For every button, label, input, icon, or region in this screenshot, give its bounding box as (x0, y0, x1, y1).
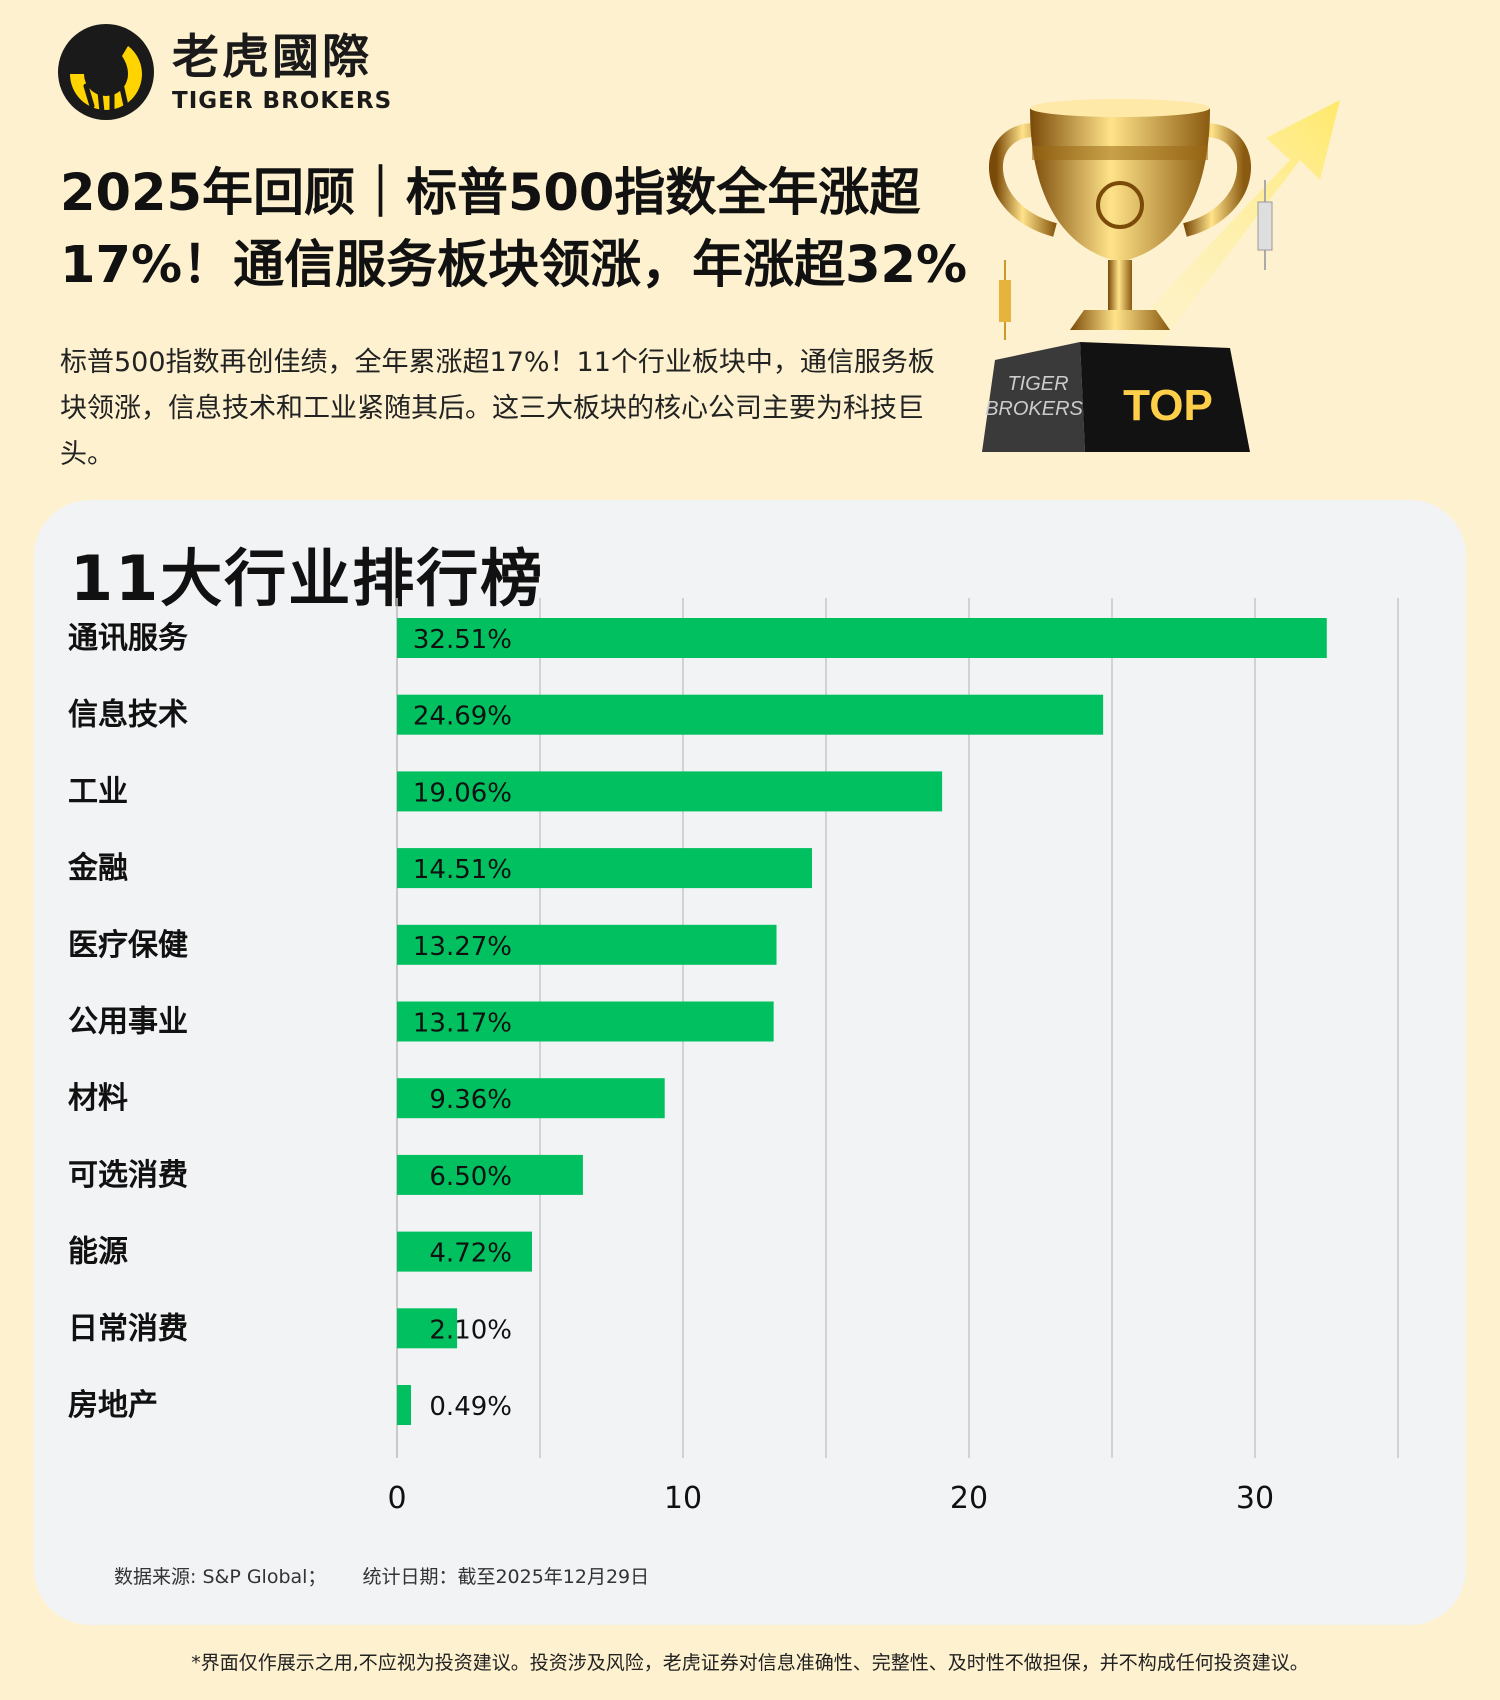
category-label: 材料 (68, 1081, 128, 1116)
trophy-cup-icon (988, 99, 1252, 330)
category-label: 工业 (68, 774, 128, 809)
category-label: 公用事业 (68, 1005, 188, 1040)
intro-paragraph: 标普500指数再创佳绩，全年累涨超17%！11个行业板块中，通信服务板块领涨，信… (60, 347, 935, 470)
trophy-illustration: TIGER BROKERS TOP (982, 99, 1340, 452)
bar (397, 1154, 583, 1195)
bar (397, 1001, 774, 1042)
chart-title: 11大行业排行榜 (70, 542, 545, 615)
data-label: 13.17% (413, 1009, 512, 1039)
data-label: 14.51% (413, 855, 512, 885)
category-label: 可选消费 (68, 1158, 188, 1193)
category-label: 能源 (68, 1235, 128, 1270)
disclaimer: *界面仅作展示之用,不应视为投资建议。投资涉及风险，老虎证券对信息准确性、完整性… (191, 1652, 1309, 1674)
x-tick-label: 20 (950, 1481, 988, 1516)
plaque-brand-line2: BROKERS (985, 398, 1083, 420)
data-label: 6.50% (429, 1162, 512, 1192)
x-tick-label: 30 (1236, 1481, 1274, 1516)
source-line: 数据来源: S&P Global； 统计日期：截至2025年12月29日 (114, 1562, 649, 1589)
bar (397, 924, 777, 965)
data-label: 2.10% (429, 1315, 512, 1345)
bar (397, 618, 1327, 658)
category-label: 房地产 (68, 1388, 158, 1423)
date-text: 统计日期：截至2025年12月29日 (362, 1566, 650, 1588)
top-plaque: TIGER BROKERS TOP (982, 342, 1250, 452)
x-tick-label: 0 (387, 1481, 406, 1516)
data-label: 13.27% (413, 932, 512, 962)
plaque-top-label: TOP (1123, 381, 1213, 430)
brand-name-en: TIGER BROKERS (172, 88, 393, 114)
brand-logo: 老虎國際 TIGER BROKERS (56, 22, 392, 122)
data-label: 4.72% (429, 1239, 512, 1269)
category-label: 通讯服务 (68, 621, 188, 656)
bar (397, 1308, 458, 1349)
bar (397, 1385, 412, 1425)
data-label: 19.06% (413, 778, 512, 808)
bar (397, 694, 1104, 735)
data-label: 32.51% (413, 625, 512, 655)
bar (397, 1231, 532, 1272)
category-label: 医疗保健 (68, 928, 188, 963)
category-label: 信息技术 (68, 698, 188, 733)
tiger-logo-icon (58, 24, 154, 120)
data-label: 9.36% (429, 1085, 512, 1115)
page-headline: 2025年回顾｜标普500指数全年涨超17%！通信服务板块领涨，年涨超32% (60, 164, 968, 295)
candlestick-icon (999, 180, 1273, 340)
plaque-brand-line1: TIGER (1007, 373, 1068, 395)
category-label: 日常消费 (68, 1311, 188, 1346)
bar (397, 771, 943, 812)
x-tick-label: 10 (664, 1481, 702, 1516)
source-text: 数据来源: S&P Global； (114, 1566, 327, 1588)
bar (397, 1078, 665, 1119)
ranking-card: 11大行业排行榜 0 10 20 30 通讯服务 32.51% 信息技术 24.69% 工业 19… (34, 500, 1466, 1625)
bar (397, 848, 812, 889)
data-label: 0.49% (429, 1392, 512, 1422)
data-label: 24.69% (413, 702, 512, 732)
category-label: 金融 (67, 851, 128, 886)
growth-arrow-icon (1110, 100, 1340, 370)
sector-bar-chart: 0 10 20 30 通讯服务 32.51% 信息技术 24.69% 工业 19.06% 金融 14.… (67, 598, 1399, 1516)
brand-name-cn: 老虎國際 (172, 30, 372, 85)
